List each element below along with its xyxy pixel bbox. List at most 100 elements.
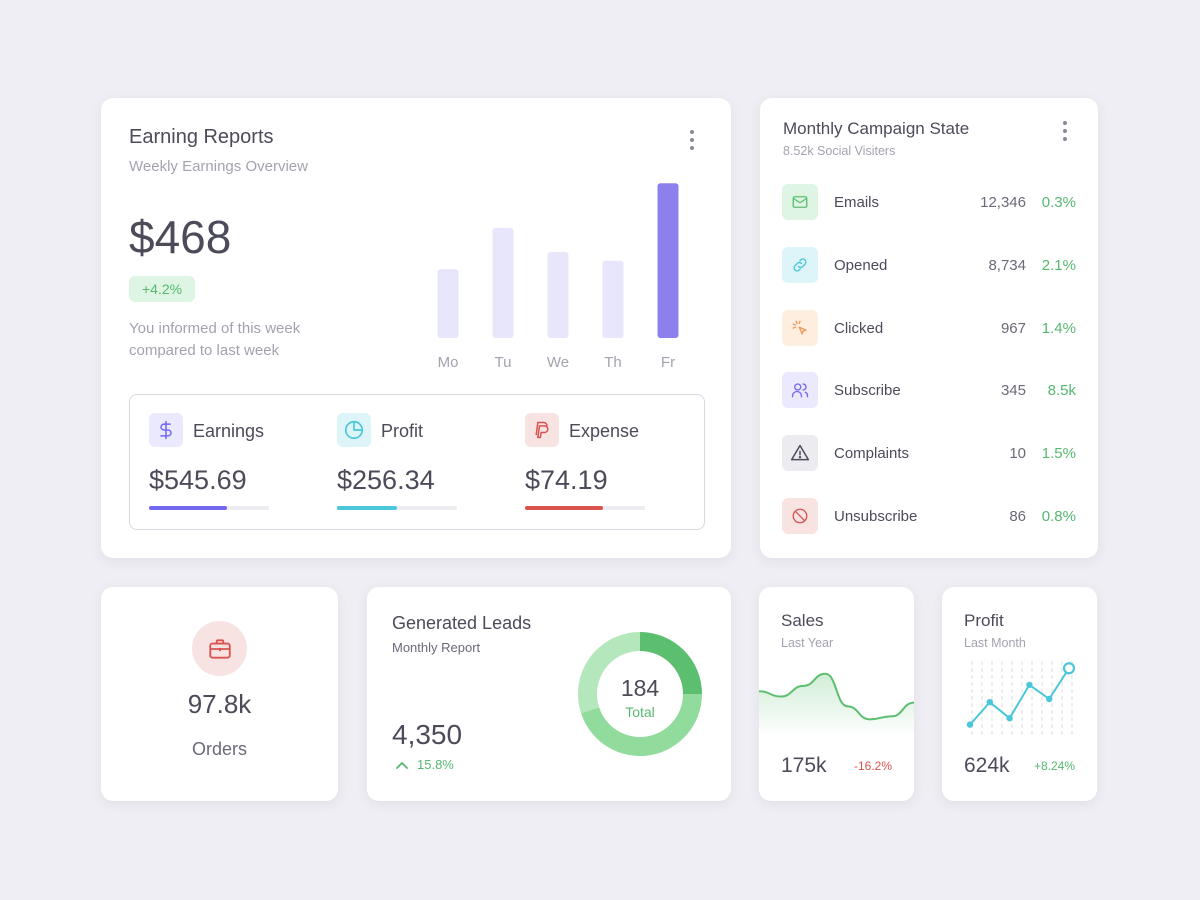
earning-more-icon[interactable] bbox=[689, 130, 695, 150]
profit-line bbox=[969, 667, 1070, 726]
bar-fr[interactable] bbox=[657, 183, 679, 338]
users-icon bbox=[782, 372, 818, 408]
campaign-row-emails[interactable]: Emails 12,346 0.3% bbox=[782, 184, 1076, 220]
bar-label-fr: Fr bbox=[661, 354, 675, 371]
campaign-row-clicked[interactable]: Clicked 967 1.4% bbox=[782, 310, 1076, 346]
cursor-click-icon bbox=[782, 310, 818, 346]
earning-note: You informed of this week compared to la… bbox=[129, 320, 301, 359]
earning-subtitle: Weekly Earnings Overview bbox=[129, 158, 308, 175]
profit-point-5[interactable] bbox=[1062, 662, 1076, 675]
donut-slice-0[interactable] bbox=[640, 632, 702, 694]
stat-progress-fill bbox=[149, 506, 227, 510]
row-name: Subscribe bbox=[834, 382, 901, 399]
stat-label: Earnings bbox=[193, 421, 265, 441]
row-count: 10 bbox=[1009, 445, 1026, 462]
paypal-icon bbox=[525, 413, 559, 447]
row-name: Unsubscribe bbox=[834, 508, 918, 525]
row-pct: 1.5% bbox=[1041, 445, 1076, 462]
chevron-up-icon bbox=[396, 761, 408, 769]
donut-slice-2[interactable] bbox=[578, 632, 640, 714]
profit-subtitle: Last Month bbox=[964, 636, 1026, 650]
campaign-row-subscribe[interactable]: Subscribe 345 8.5k bbox=[782, 372, 1076, 408]
row-pct: 0.8% bbox=[1041, 508, 1076, 525]
bar-mo[interactable] bbox=[437, 269, 459, 338]
campaign-title: Monthly Campaign State bbox=[783, 119, 970, 138]
campaign-row-complaints[interactable]: Complaints 10 1.5% bbox=[782, 435, 1076, 471]
donut-center-label: Total bbox=[625, 704, 655, 720]
campaign-row-unsubscribe[interactable]: Unsubscribe 86 0.8% bbox=[782, 498, 1076, 534]
stat-label: Profit bbox=[381, 421, 424, 441]
row-name: Complaints bbox=[834, 445, 910, 462]
earning-stats-box: Earnings $545.69 Profit $256.34 Expense … bbox=[129, 394, 705, 530]
sales-card: Sales Last Year 175k -16.2% bbox=[759, 587, 914, 801]
link-icon bbox=[782, 247, 818, 283]
row-name: Emails bbox=[834, 194, 880, 211]
profit-change: +8.24% bbox=[1033, 759, 1075, 773]
profit-point-1[interactable] bbox=[986, 699, 993, 706]
row-count: 86 bbox=[1009, 508, 1026, 525]
profit-line-chart bbox=[966, 661, 1076, 735]
profit-point-2[interactable] bbox=[1006, 715, 1013, 722]
bar-label-th: Th bbox=[604, 354, 622, 371]
dollar-icon bbox=[149, 413, 183, 447]
row-count: 8,734 bbox=[988, 257, 1026, 274]
campaign-more-icon[interactable] bbox=[1062, 121, 1068, 141]
bar-we[interactable] bbox=[547, 252, 569, 338]
bar-th[interactable] bbox=[602, 260, 624, 338]
row-count: 345 bbox=[1000, 382, 1026, 399]
earning-amount: $468 bbox=[129, 211, 232, 263]
bar-label-tu: Tu bbox=[495, 354, 512, 371]
alert-triangle-icon bbox=[782, 435, 818, 471]
row-name: Clicked bbox=[834, 320, 884, 337]
stat-progress-track bbox=[337, 506, 457, 510]
sales-value: 175k bbox=[781, 754, 827, 777]
orders-card: 97.8k Orders bbox=[101, 587, 338, 801]
bar-label-mo: Mo bbox=[438, 354, 459, 371]
stat-label: Expense bbox=[569, 421, 640, 441]
leads-title: Generated Leads bbox=[392, 613, 532, 633]
stat-value: $545.69 bbox=[149, 465, 247, 495]
leads-growth-value: 15.8% bbox=[417, 757, 454, 772]
generated-leads-card: Generated Leads Monthly Report 4,350 15.… bbox=[367, 587, 731, 801]
donut-slice-1[interactable] bbox=[581, 694, 702, 756]
orders-label: Orders bbox=[191, 739, 247, 759]
leads-growth: 15.8% bbox=[395, 757, 454, 772]
stat-progress-track bbox=[149, 506, 269, 510]
orders-value: 97.8k bbox=[187, 689, 252, 719]
earning-title: Earning Reports bbox=[129, 126, 274, 148]
campaign-subtitle: 8.52k Social Visiters bbox=[783, 144, 896, 158]
sales-line bbox=[759, 672, 914, 721]
row-pct: 0.3% bbox=[1041, 194, 1076, 211]
weekly-earnings-chart: MoTuWeThFrSaSu bbox=[437, 183, 679, 371]
stat-value: $256.34 bbox=[337, 465, 435, 495]
leads-subtitle: Monthly Report bbox=[392, 640, 481, 655]
profit-point-0[interactable] bbox=[966, 721, 974, 728]
bar-label-we: We bbox=[547, 354, 569, 371]
profit-point-3[interactable] bbox=[1026, 681, 1033, 689]
stat-progress-track bbox=[525, 506, 645, 510]
row-pct: 8.5k bbox=[1047, 382, 1076, 399]
stat-progress-fill bbox=[525, 506, 603, 510]
leads-donut-chart: 184 Total bbox=[578, 632, 702, 756]
mail-icon bbox=[782, 184, 818, 220]
profit-value: 624k bbox=[964, 754, 1010, 777]
campaign-row-opened[interactable]: Opened 8,734 2.1% bbox=[782, 247, 1076, 283]
earning-reports-card: Earning Reports Weekly Earnings Overview… bbox=[101, 98, 731, 558]
campaign-card: Monthly Campaign State 8.52k Social Visi… bbox=[760, 98, 1098, 558]
profit-title: Profit bbox=[964, 611, 1004, 630]
donut-center-value: 184 bbox=[621, 675, 660, 701]
earning-change-badge: +4.2% bbox=[129, 276, 196, 302]
pie-chart-icon bbox=[337, 413, 371, 447]
profit-card: Profit Last Month 624k +8.24% bbox=[942, 587, 1097, 801]
sales-title: Sales bbox=[781, 611, 824, 630]
row-pct: 1.4% bbox=[1041, 320, 1076, 337]
row-pct: 2.1% bbox=[1041, 257, 1076, 274]
sales-subtitle: Last Year bbox=[781, 636, 834, 650]
sales-change: -16.2% bbox=[853, 759, 892, 773]
leads-value: 4,350 bbox=[392, 719, 463, 750]
sales-area-chart bbox=[759, 672, 914, 733]
profit-point-4[interactable] bbox=[1046, 695, 1053, 703]
row-count: 967 bbox=[1000, 320, 1026, 337]
row-name: Opened bbox=[834, 257, 888, 274]
bar-tu[interactable] bbox=[492, 227, 514, 338]
